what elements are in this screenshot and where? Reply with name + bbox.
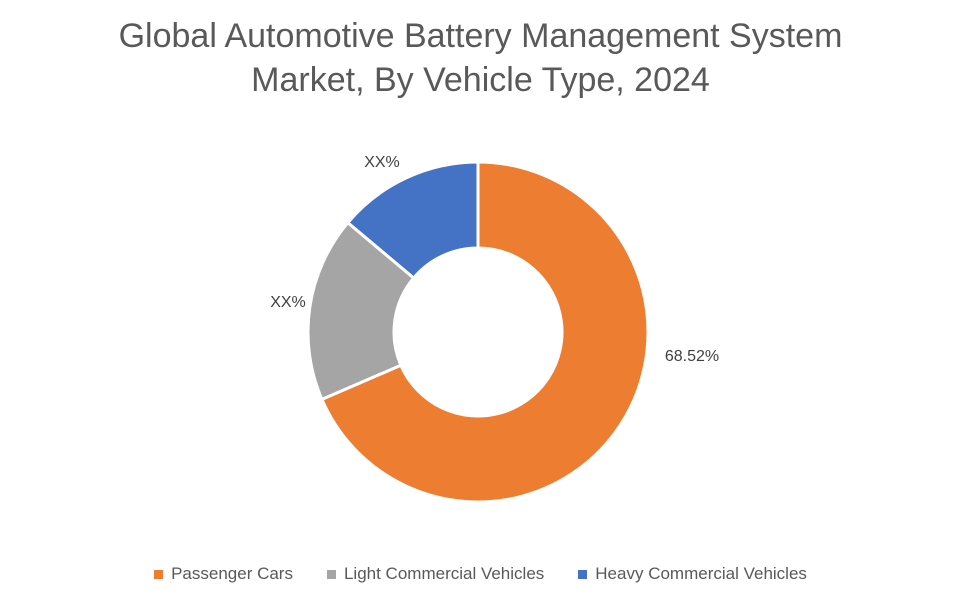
donut-slice [319, 160, 650, 504]
data-label: 68.52% [665, 348, 719, 365]
legend-label: Light Commercial Vehicles [343, 564, 545, 583]
legend-label: Passenger Cars [171, 564, 293, 583]
legend-swatch [578, 569, 588, 579]
chart-title: Global Automotive Battery Management Sys… [118, 17, 843, 99]
legend-item: Light Commercial Vehicles [326, 564, 545, 584]
legend-item: Heavy Commercial Vehicles [578, 564, 807, 584]
legend-swatch [154, 569, 164, 579]
legend-item: Passenger Cars [154, 564, 293, 584]
legend: Passenger Cars Light Commercial Vehicles H… [0, 564, 961, 584]
data-label: XX% [364, 154, 400, 171]
legend-label: Heavy Commercial Vehicles [595, 564, 807, 583]
legend-swatch [326, 569, 336, 579]
data-label: XX% [270, 294, 306, 311]
donut-slice [345, 160, 480, 281]
donut-slice [306, 220, 416, 402]
title-box: Global Automotive Battery Management Sys… [0, 14, 961, 102]
